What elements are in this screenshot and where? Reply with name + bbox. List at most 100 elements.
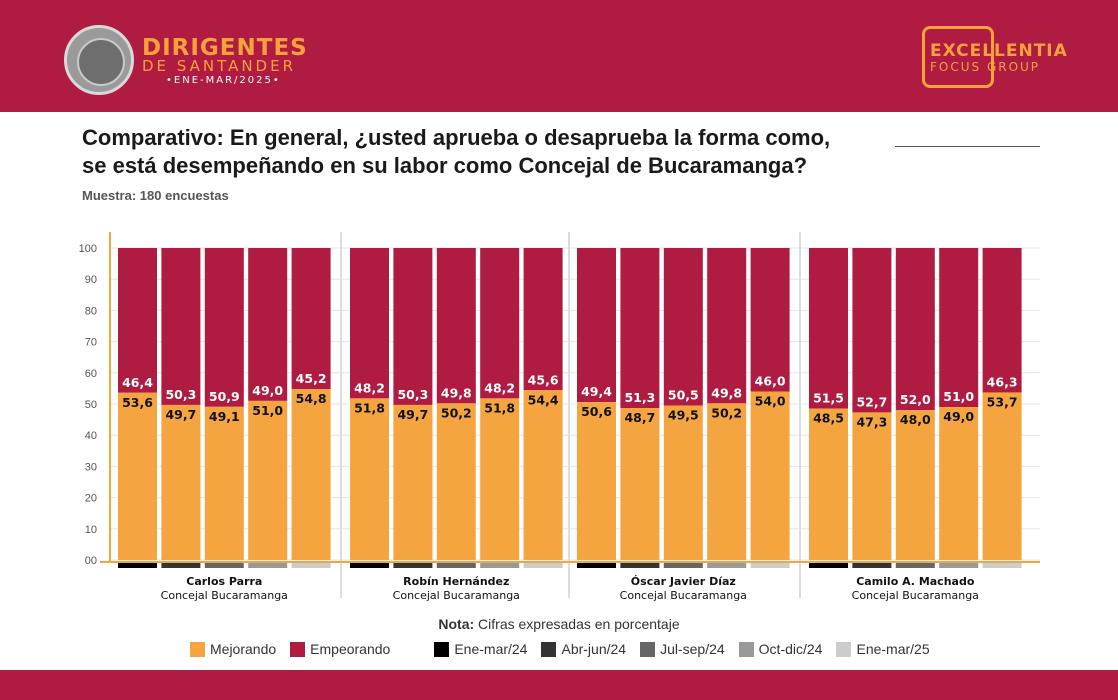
- data-label-empeorando: 49,0: [252, 383, 283, 398]
- legend-item-period-2: Abr-jun/24: [541, 641, 626, 657]
- footer-banner: [0, 670, 1118, 700]
- data-label-empeorando: 50,5: [668, 388, 699, 403]
- data-label-empeorando: 46,4: [122, 375, 153, 390]
- bar-mejorando: [248, 400, 288, 560]
- bar-empeorando: [982, 248, 1022, 393]
- data-label-mejorando: 54,8: [296, 391, 327, 406]
- group-role-label: Concejal Bucaramanga: [393, 589, 520, 602]
- brand-period: •ENE-MAR/2025•: [166, 75, 281, 86]
- brand-subtitle: DE SANTANDER: [142, 57, 297, 75]
- period-marker: [436, 562, 476, 568]
- period-marker: [750, 562, 790, 568]
- period-marker: [577, 562, 616, 568]
- note-label: Nota:: [438, 616, 475, 632]
- y-tick-label: 00: [85, 555, 97, 567]
- group-role-label: Concejal Bucaramanga: [620, 589, 747, 602]
- legend-item-period-4: Oct-dic/24: [738, 641, 823, 657]
- page-title: Comparativo: En general, ¿usted aprueba …: [82, 124, 1042, 180]
- data-label-empeorando: 46,0: [755, 374, 786, 389]
- bar-mejorando: [663, 405, 703, 560]
- data-label-mejorando: 53,7: [987, 394, 1018, 409]
- legend-item-mejorando: Mejorando: [190, 641, 276, 657]
- data-label-mejorando: 50,2: [711, 405, 742, 420]
- group-name-label: Robín Hernández: [403, 575, 509, 588]
- bar-mejorando: [577, 402, 616, 560]
- data-label-mejorando: 54,4: [528, 392, 559, 407]
- data-label-mejorando: 48,0: [900, 412, 931, 427]
- title-line2: se está desempeñando en su labor como Co…: [82, 153, 808, 178]
- bar-mejorando: [291, 389, 331, 560]
- period-marker: [523, 562, 563, 568]
- data-label-empeorando: 46,3: [987, 374, 1018, 389]
- legend-label-empeorando: Empeorando: [310, 641, 391, 657]
- data-label-empeorando: 50,9: [209, 389, 240, 404]
- data-label-empeorando: 52,7: [856, 394, 887, 409]
- bar-empeorando: [620, 248, 660, 409]
- title-line1: Comparativo: En general, ¿usted aprueba …: [82, 125, 831, 150]
- period-marker: [393, 562, 433, 568]
- data-label-empeorando: 51,5: [813, 391, 844, 406]
- bar-mejorando: [393, 404, 433, 560]
- bar-mejorando: [750, 391, 790, 560]
- legend-swatch-period-1: [434, 641, 450, 657]
- bar-empeorando: [577, 248, 616, 403]
- period-marker: [350, 562, 389, 568]
- y-tick-label: 50: [85, 399, 97, 411]
- legend-swatch-empeorando: [290, 641, 306, 657]
- legend-swatch-period-5: [836, 641, 852, 657]
- excellentia-logo-frame: [922, 26, 994, 88]
- bar-mejorando: [895, 410, 935, 560]
- legend-label-period-5: Ene-mar/25: [856, 641, 930, 657]
- legend-label-period-4: Oct-dic/24: [758, 641, 823, 657]
- note-text: Cifras expresadas en porcentaje: [478, 616, 680, 632]
- period-marker: [161, 562, 201, 568]
- legend-label-period-1: Ene-mar/24: [454, 641, 528, 657]
- period-marker: [480, 562, 520, 568]
- bar-mejorando: [350, 398, 389, 560]
- period-marker: [204, 562, 244, 568]
- note: Nota: Cifras expresadas en porcentaje: [0, 616, 1118, 632]
- data-label-empeorando: 48,2: [484, 380, 515, 395]
- bar-mejorando: [480, 398, 520, 560]
- data-label-empeorando: 51,0: [943, 389, 974, 404]
- legend-swatch-period-3: [640, 641, 656, 657]
- data-label-mejorando: 49,1: [209, 409, 240, 424]
- data-label-empeorando: 49,8: [711, 385, 742, 400]
- period-marker: [707, 562, 747, 568]
- header-banner: [0, 0, 1118, 112]
- bar-empeorando: [939, 248, 979, 408]
- bar-empeorando: [809, 248, 848, 409]
- group-name-label: Carlos Parra: [186, 575, 262, 588]
- data-label-mejorando: 51,8: [484, 400, 515, 415]
- data-label-mejorando: 50,6: [581, 404, 612, 419]
- y-tick-label: 70: [85, 337, 97, 349]
- group-name-label: Camilo A. Machado: [856, 575, 975, 588]
- data-label-empeorando: 50,3: [397, 387, 428, 402]
- sample-size: Muestra: 180 encuestas: [82, 188, 229, 203]
- legend-swatch-period-2: [541, 641, 557, 657]
- data-label-empeorando: 52,0: [900, 392, 931, 407]
- y-tick-label: 40: [85, 430, 97, 442]
- brand-title: DIRIGENTES: [142, 35, 308, 61]
- data-label-mejorando: 53,6: [122, 395, 153, 410]
- bar-mejorando: [161, 404, 201, 560]
- data-label-mejorando: 49,5: [668, 408, 699, 423]
- period-marker: [248, 562, 288, 568]
- legend-swatch-period-4: [738, 641, 754, 657]
- y-tick-label: 20: [85, 493, 97, 505]
- data-label-mejorando: 47,3: [856, 414, 887, 429]
- bar-empeorando: [291, 248, 331, 390]
- legend-label-mejorando: Mejorando: [210, 641, 277, 657]
- bar-mejorando: [982, 392, 1022, 560]
- data-label-empeorando: 50,3: [165, 387, 196, 402]
- data-label-mejorando: 48,5: [813, 411, 844, 426]
- bar-empeorando: [204, 248, 244, 407]
- legend-swatch-mejorando: [190, 641, 205, 657]
- y-tick-label: 60: [85, 368, 97, 380]
- data-label-empeorando: 48,2: [354, 380, 385, 395]
- bar-mejorando: [204, 406, 244, 560]
- data-label-empeorando: 45,2: [296, 371, 327, 386]
- data-label-mejorando: 49,0: [943, 409, 974, 424]
- bar-empeorando: [895, 248, 935, 411]
- bar-mejorando: [620, 408, 660, 560]
